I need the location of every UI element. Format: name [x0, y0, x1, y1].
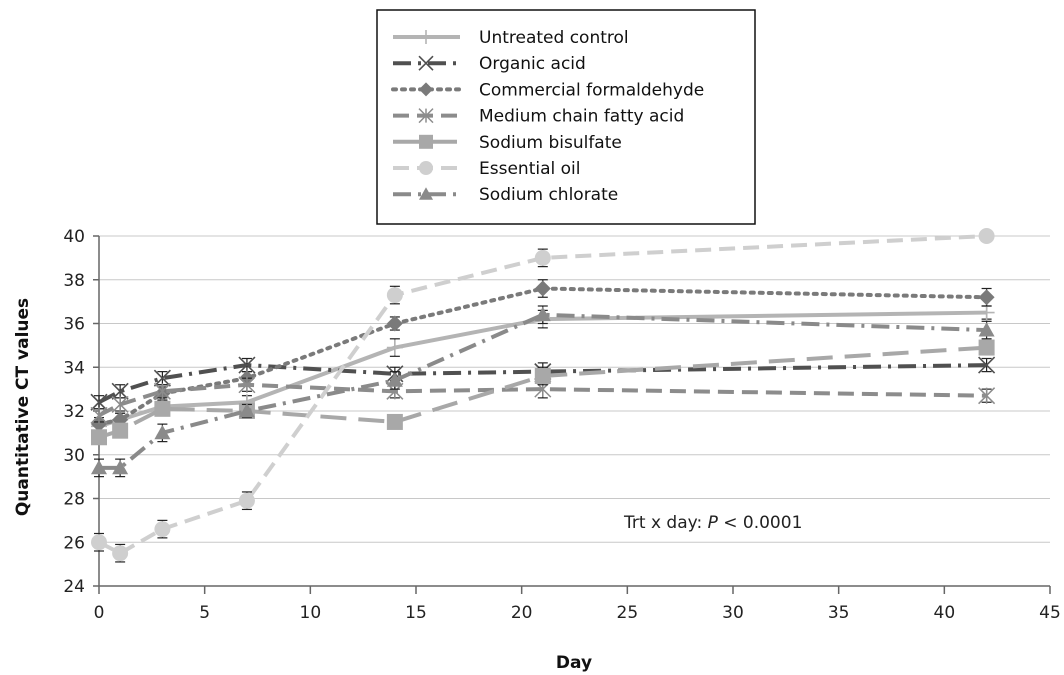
- series-6: [91, 305, 995, 478]
- legend-item: Medium chain fatty acid: [393, 107, 684, 127]
- legend: Untreated control Organic acid Commercial …: [376, 9, 756, 225]
- data-point: [386, 315, 403, 332]
- data-point: [238, 492, 255, 509]
- y-tick-label: 34: [63, 358, 85, 378]
- marker-stroke: [418, 55, 434, 71]
- legend-marker: [418, 108, 434, 124]
- legend-item: Essential oil: [393, 159, 580, 179]
- data-point: [112, 545, 129, 562]
- y-tick-label: 30: [63, 446, 85, 466]
- y-tick-label: 38: [63, 271, 85, 291]
- data-point: [978, 339, 995, 356]
- data-point: [386, 287, 403, 304]
- x-tick-label: 45: [1039, 603, 1061, 623]
- data-point: [112, 459, 129, 475]
- data-point: [154, 424, 171, 440]
- annotation-prefix: Trt x day:: [623, 513, 708, 533]
- x-tick-label: 0: [94, 603, 105, 623]
- data-point: [978, 289, 995, 306]
- legend-item: Commercial formaldehyde: [391, 80, 704, 100]
- data-point: [978, 387, 996, 405]
- series-3: [90, 376, 996, 424]
- data-point: [386, 339, 403, 356]
- legend-item: Untreated control: [393, 28, 629, 48]
- data-point: [978, 228, 995, 244]
- y-tick-label: 24: [63, 577, 85, 597]
- legend-box: [376, 9, 756, 225]
- marker-stroke: [978, 356, 996, 374]
- legend-marker: [419, 161, 433, 175]
- significance-annotation: Trt x day: P < 0.0001: [623, 513, 802, 533]
- x-tick-label: 15: [405, 603, 427, 623]
- y-tick-label: 40: [63, 227, 85, 247]
- data-point: [91, 534, 107, 551]
- marker-stroke: [153, 369, 171, 387]
- data-point: [112, 422, 129, 439]
- data-point: [534, 249, 551, 266]
- data-point: [238, 356, 256, 374]
- y-tick-label: 28: [63, 490, 85, 510]
- legend-item: Sodium bisulfate: [393, 133, 622, 153]
- data-point: [153, 369, 171, 387]
- data-point: [534, 368, 551, 384]
- data-point: [91, 459, 107, 475]
- legend-label: Commercial formaldehyde: [479, 80, 704, 100]
- legend-marker: [419, 187, 433, 200]
- x-tick-label: 30: [722, 603, 744, 623]
- series-lines: [90, 228, 996, 563]
- data-point: [90, 393, 108, 411]
- legend-label: Sodium bisulfate: [479, 133, 622, 153]
- data-point: [154, 400, 171, 417]
- legend-marker: [419, 134, 433, 149]
- series-5: [91, 228, 995, 563]
- data-point: [978, 322, 995, 337]
- x-axis-title: Day: [556, 653, 592, 673]
- y-tick-label: 26: [63, 533, 85, 553]
- data-point: [111, 395, 129, 413]
- legend-item: Organic acid: [393, 54, 586, 74]
- x-tick-label: 10: [300, 603, 322, 623]
- data-point: [111, 382, 129, 400]
- legend-label: Essential oil: [479, 159, 580, 179]
- legend-label: Sodium chlorate: [479, 185, 618, 205]
- legend-marker: [418, 55, 434, 71]
- data-point: [154, 521, 171, 538]
- y-tick-label: 32: [63, 402, 85, 422]
- legend-marker: [419, 30, 433, 44]
- data-point: [534, 280, 551, 297]
- legend-label: Untreated control: [479, 28, 629, 48]
- data-point: [238, 403, 255, 418]
- legend-marker: [419, 82, 433, 97]
- x-tick-label: 40: [934, 603, 956, 623]
- data-point: [386, 413, 403, 430]
- tick-labels: 24 26 28 30 32 34 36 38 40 0 5 10 15 20 25 30 35 40 45: [63, 227, 1060, 623]
- marker-stroke: [111, 382, 129, 400]
- y-tick-label: 36: [63, 315, 85, 335]
- data-point: [153, 382, 171, 400]
- legend-label: Medium chain fatty acid: [479, 107, 684, 127]
- annotation-suffix: < 0.0001: [718, 513, 803, 533]
- data-point: [978, 356, 996, 374]
- marker-stroke: [90, 393, 108, 411]
- y-axis-title: Quantitative CT values: [13, 298, 33, 516]
- data-point: [91, 429, 107, 446]
- x-tick-label: 25: [617, 603, 639, 623]
- data-point: [238, 376, 256, 394]
- legend-item: Sodium chlorate: [393, 185, 618, 205]
- data-point: [978, 304, 995, 321]
- x-tick-label: 5: [199, 603, 210, 623]
- data-point: [534, 306, 551, 322]
- legend-label: Organic acid: [479, 54, 586, 74]
- annotation-p: P: [708, 513, 719, 533]
- marker-stroke: [238, 356, 256, 374]
- data-point: [90, 406, 108, 424]
- x-tick-label: 35: [828, 603, 850, 623]
- x-tick-label: 20: [511, 603, 533, 623]
- data-point: [386, 372, 403, 387]
